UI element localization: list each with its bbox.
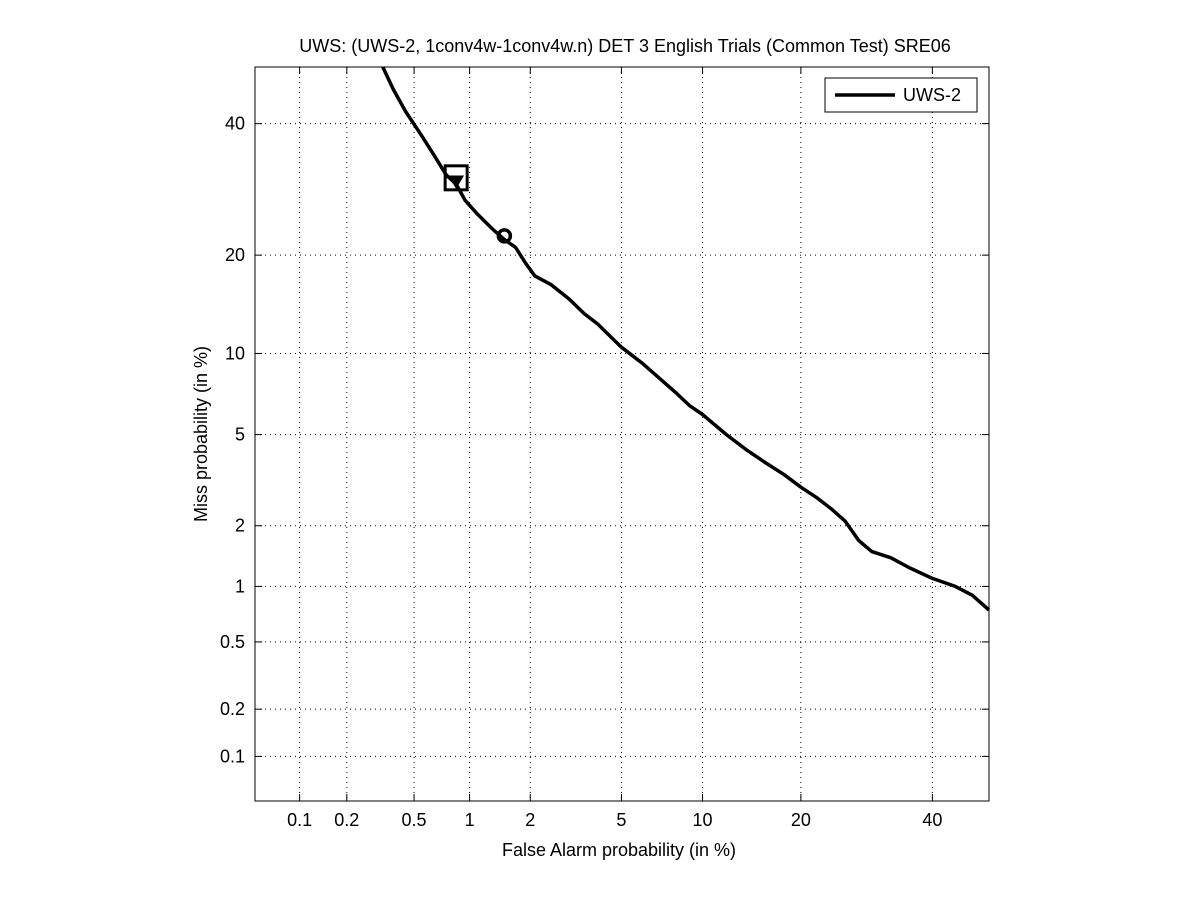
y-axis-label: Miss probability (in %) — [191, 346, 211, 522]
y-tick-label: 40 — [225, 114, 245, 134]
chart-title: UWS: (UWS-2, 1conv4w-1conv4w.n) DET 3 En… — [299, 36, 951, 56]
x-axis-label: False Alarm probability (in %) — [502, 840, 736, 860]
y-tick-label: 0.2 — [220, 699, 245, 719]
x-tick-label: 40 — [922, 810, 942, 830]
legend-label: UWS-2 — [903, 85, 961, 105]
x-tick-label: 0.5 — [402, 810, 427, 830]
x-tick-label: 10 — [693, 810, 713, 830]
square-marker — [443, 164, 469, 192]
y-tick-label: 0.1 — [220, 746, 245, 766]
triangle-marker — [448, 175, 465, 189]
y-tick-label: 20 — [225, 245, 245, 265]
series-layer — [381, 66, 991, 612]
x-tick-label: 5 — [616, 810, 626, 830]
x-tick-label: 0.1 — [287, 810, 312, 830]
x-tick-label: 1 — [465, 810, 475, 830]
legend: UWS-2 — [824, 77, 978, 113]
x-axis-ticks: 0.1 0.2 0.5 1 2 5 10 20 40 — [287, 67, 942, 830]
plot-frame — [254, 66, 990, 802]
y-tick-label: 2 — [235, 516, 245, 536]
y-tick-label: 0.5 — [220, 632, 245, 652]
marker-layer — [443, 164, 513, 244]
grid — [255, 67, 989, 801]
y-tick-label: 10 — [225, 343, 245, 363]
x-tick-label: 2 — [525, 810, 535, 830]
x-tick-label: 20 — [791, 810, 811, 830]
circle-marker — [496, 228, 513, 244]
y-tick-label: 1 — [235, 576, 245, 596]
y-tick-label: 5 — [235, 425, 245, 445]
x-tick-label: 0.2 — [334, 810, 359, 830]
series-line-uws-2 — [381, 66, 991, 612]
y-axis-ticks: 0.1 0.2 0.5 1 2 5 10 20 40 — [220, 114, 989, 766]
